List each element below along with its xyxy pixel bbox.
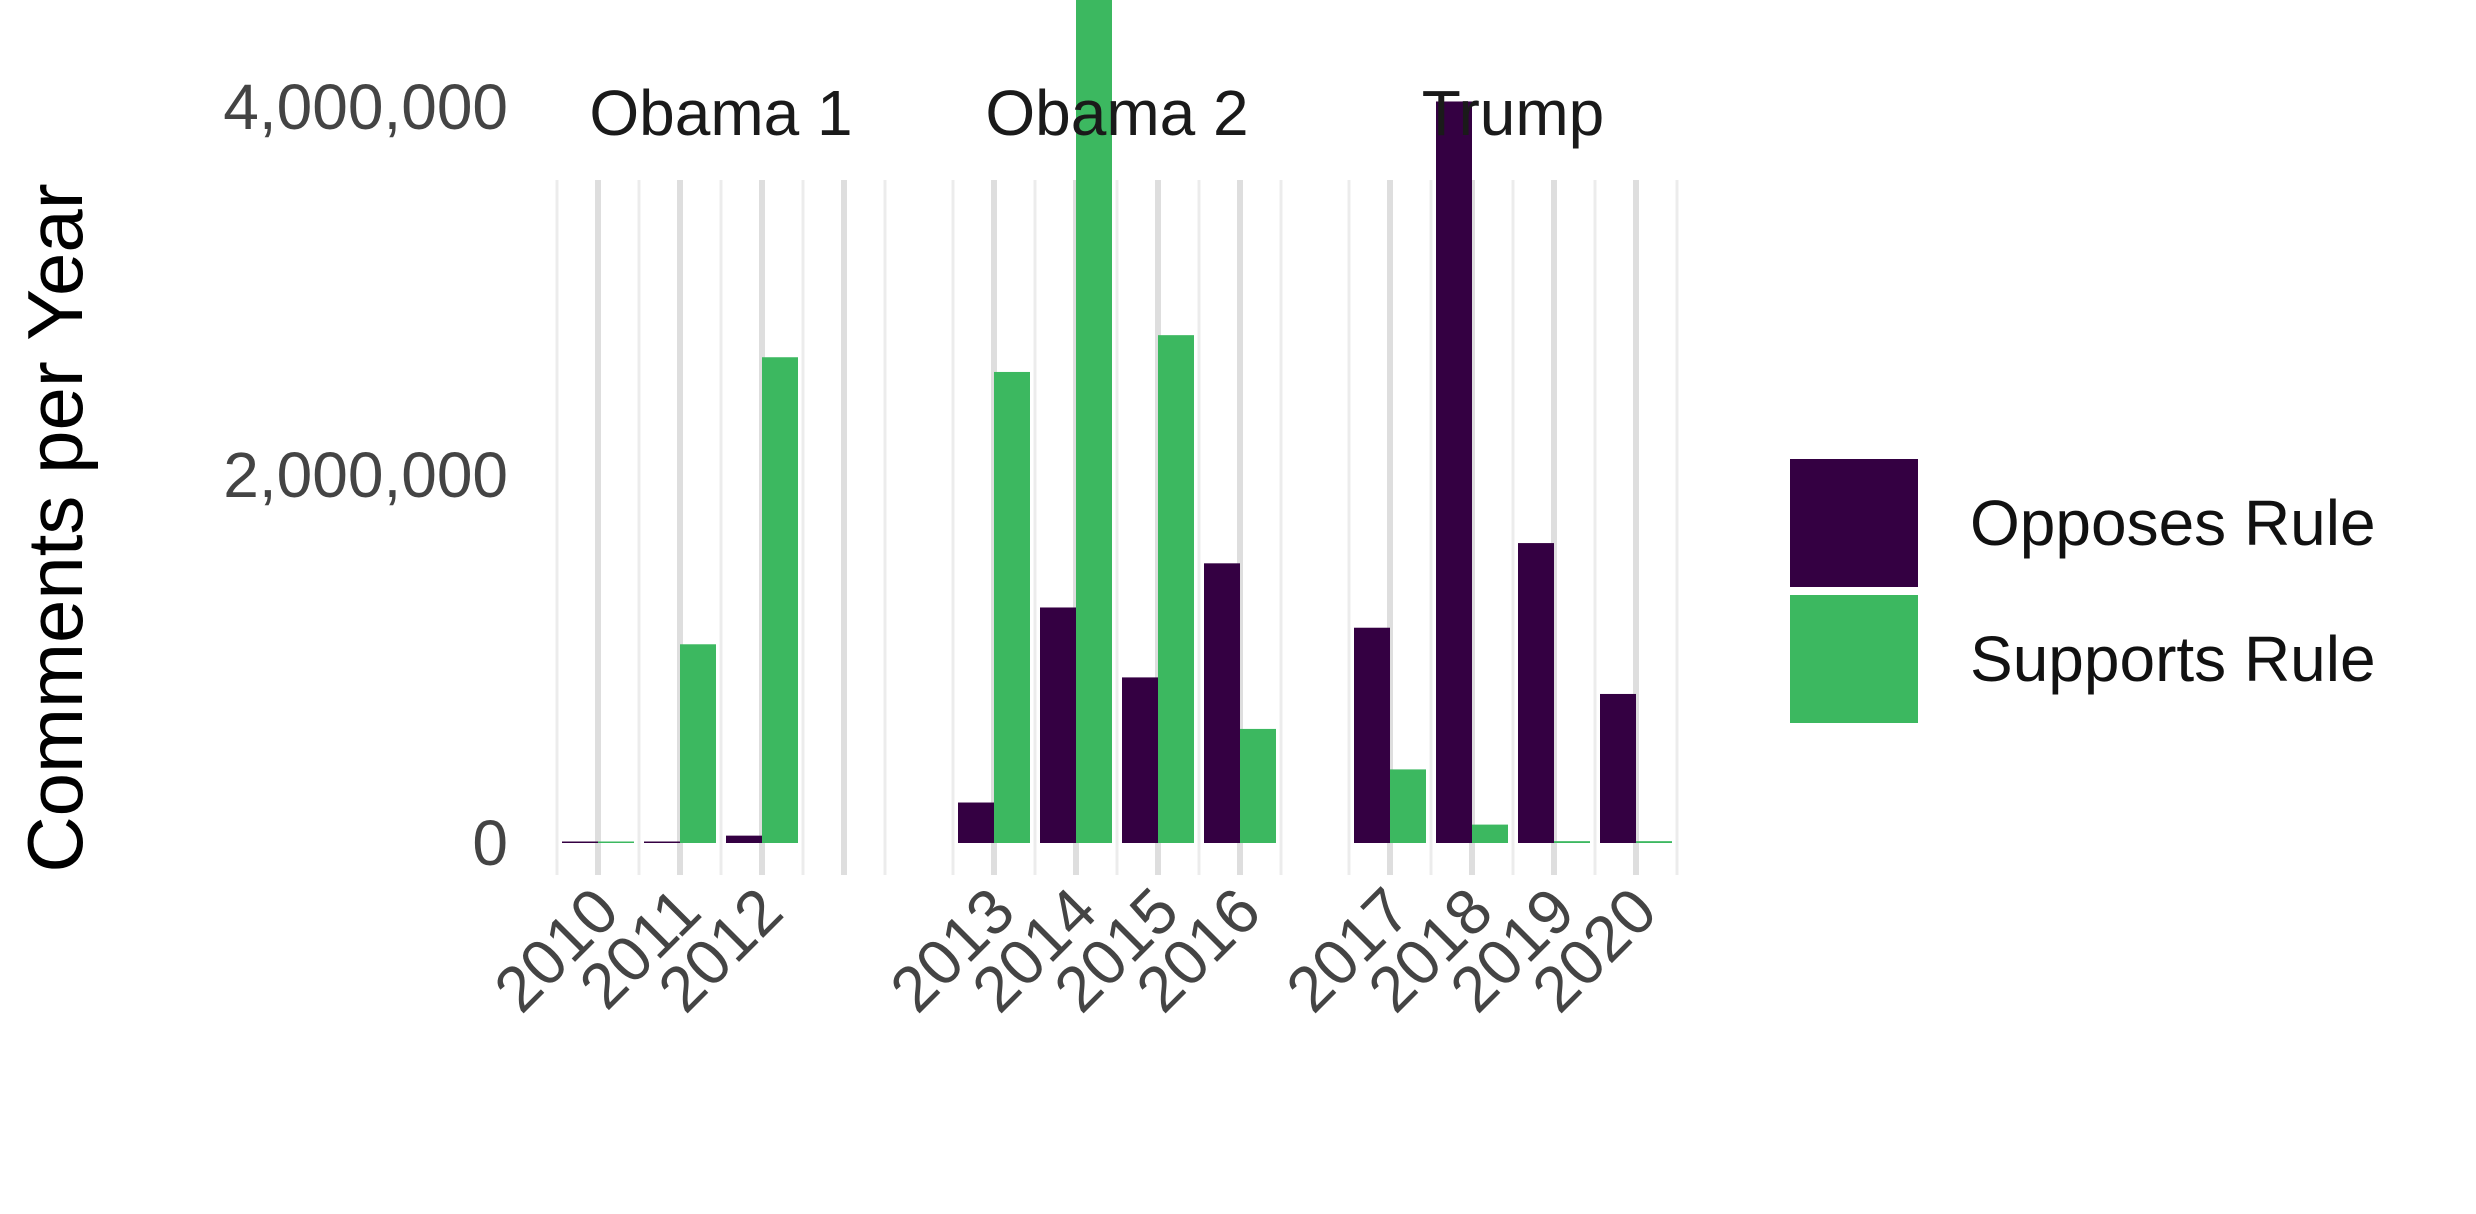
- bar-supports-rule-2010: [598, 841, 634, 843]
- bar-opposes-rule-2019: [1518, 543, 1554, 843]
- bar-opposes-rule-2010: [562, 841, 598, 843]
- bar-supports-rule-2020: [1636, 841, 1672, 843]
- bar-supports-rule-2017: [1390, 769, 1426, 843]
- bars: [562, 0, 1672, 844]
- bar-opposes-rule-2011: [644, 841, 680, 843]
- bar-supports-rule-2016: [1240, 728, 1276, 843]
- legend-swatch-supports-rule: [1790, 595, 1918, 723]
- bar-opposes-rule-2015: [1122, 677, 1158, 843]
- bar-supports-rule-2014: [1076, 0, 1112, 843]
- y-tick-label: 0: [472, 807, 508, 879]
- bar-opposes-rule-2012: [726, 835, 762, 843]
- facet-label: Trump: [1422, 77, 1605, 149]
- bar-supports-rule-2018: [1472, 824, 1508, 843]
- bar-supports-rule-2019: [1554, 841, 1590, 843]
- bar-opposes-rule-2013: [958, 802, 994, 843]
- bar-opposes-rule-2014: [1040, 607, 1076, 843]
- y-axis-title: Comments per Year: [11, 183, 99, 872]
- facet-labels: Obama 1 Obama 2 Trump: [589, 77, 1604, 149]
- facet-label: Obama 1: [589, 77, 852, 149]
- legend-label-opposes-rule: Opposes Rule: [1970, 487, 2376, 559]
- bar-supports-rule-2012: [762, 357, 798, 843]
- legend-label-supports-rule: Supports Rule: [1970, 623, 2376, 695]
- bar-opposes-rule-2016: [1204, 563, 1240, 843]
- legend: Opposes Rule Supports Rule: [1790, 459, 2376, 723]
- bar-opposes-rule-2020: [1600, 693, 1636, 843]
- bar-supports-rule-2011: [680, 644, 716, 843]
- legend-swatch-opposes-rule: [1790, 459, 1918, 587]
- bar-opposes-rule-2018: [1436, 101, 1472, 844]
- facet-label: Obama 2: [985, 77, 1248, 149]
- bar-opposes-rule-2017: [1354, 627, 1390, 843]
- y-tick-label: 2,000,000: [223, 439, 508, 511]
- bar-supports-rule-2015: [1158, 335, 1194, 843]
- y-tick-label: 4,000,000: [223, 71, 508, 143]
- bar-supports-rule-2013: [994, 371, 1030, 843]
